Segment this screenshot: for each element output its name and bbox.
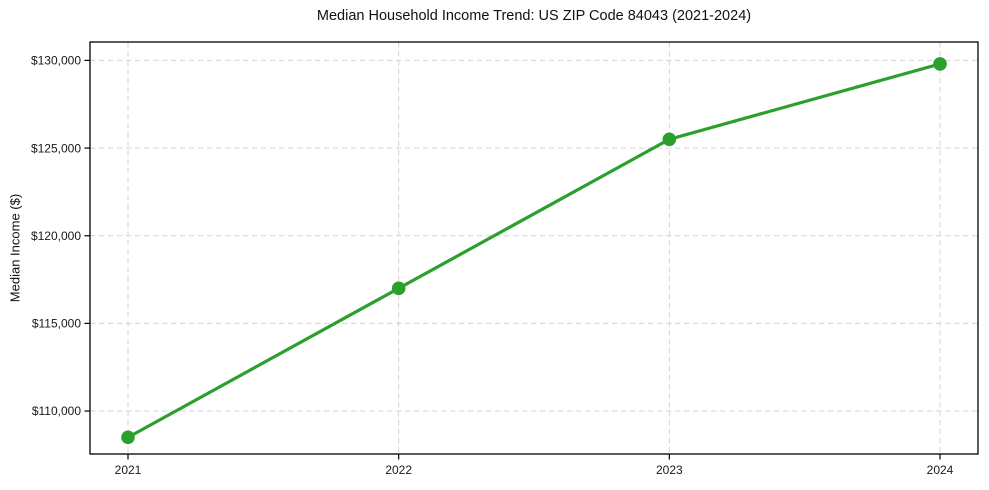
y-tick-label: $120,000 <box>31 229 81 243</box>
x-tick-label: 2021 <box>115 463 142 477</box>
x-tick-label: 2022 <box>385 463 412 477</box>
y-tick-label: $130,000 <box>31 54 81 68</box>
chart-title: Median Household Income Trend: US ZIP Co… <box>316 8 752 24</box>
y-tick-label: $115,000 <box>32 317 81 331</box>
trend-line <box>126 62 942 439</box>
x-tick-label: 2024 <box>927 463 954 477</box>
x-tick-label: 2023 <box>656 463 683 477</box>
y-tick-label: $125,000 <box>31 141 81 155</box>
data-point-marker <box>933 57 947 71</box>
data-point-marker <box>121 430 135 445</box>
data-point-marker <box>391 281 406 296</box>
data-point-marker <box>662 132 677 147</box>
y-tick-label: $110,000 <box>32 404 81 418</box>
plot-frame <box>89 41 979 455</box>
